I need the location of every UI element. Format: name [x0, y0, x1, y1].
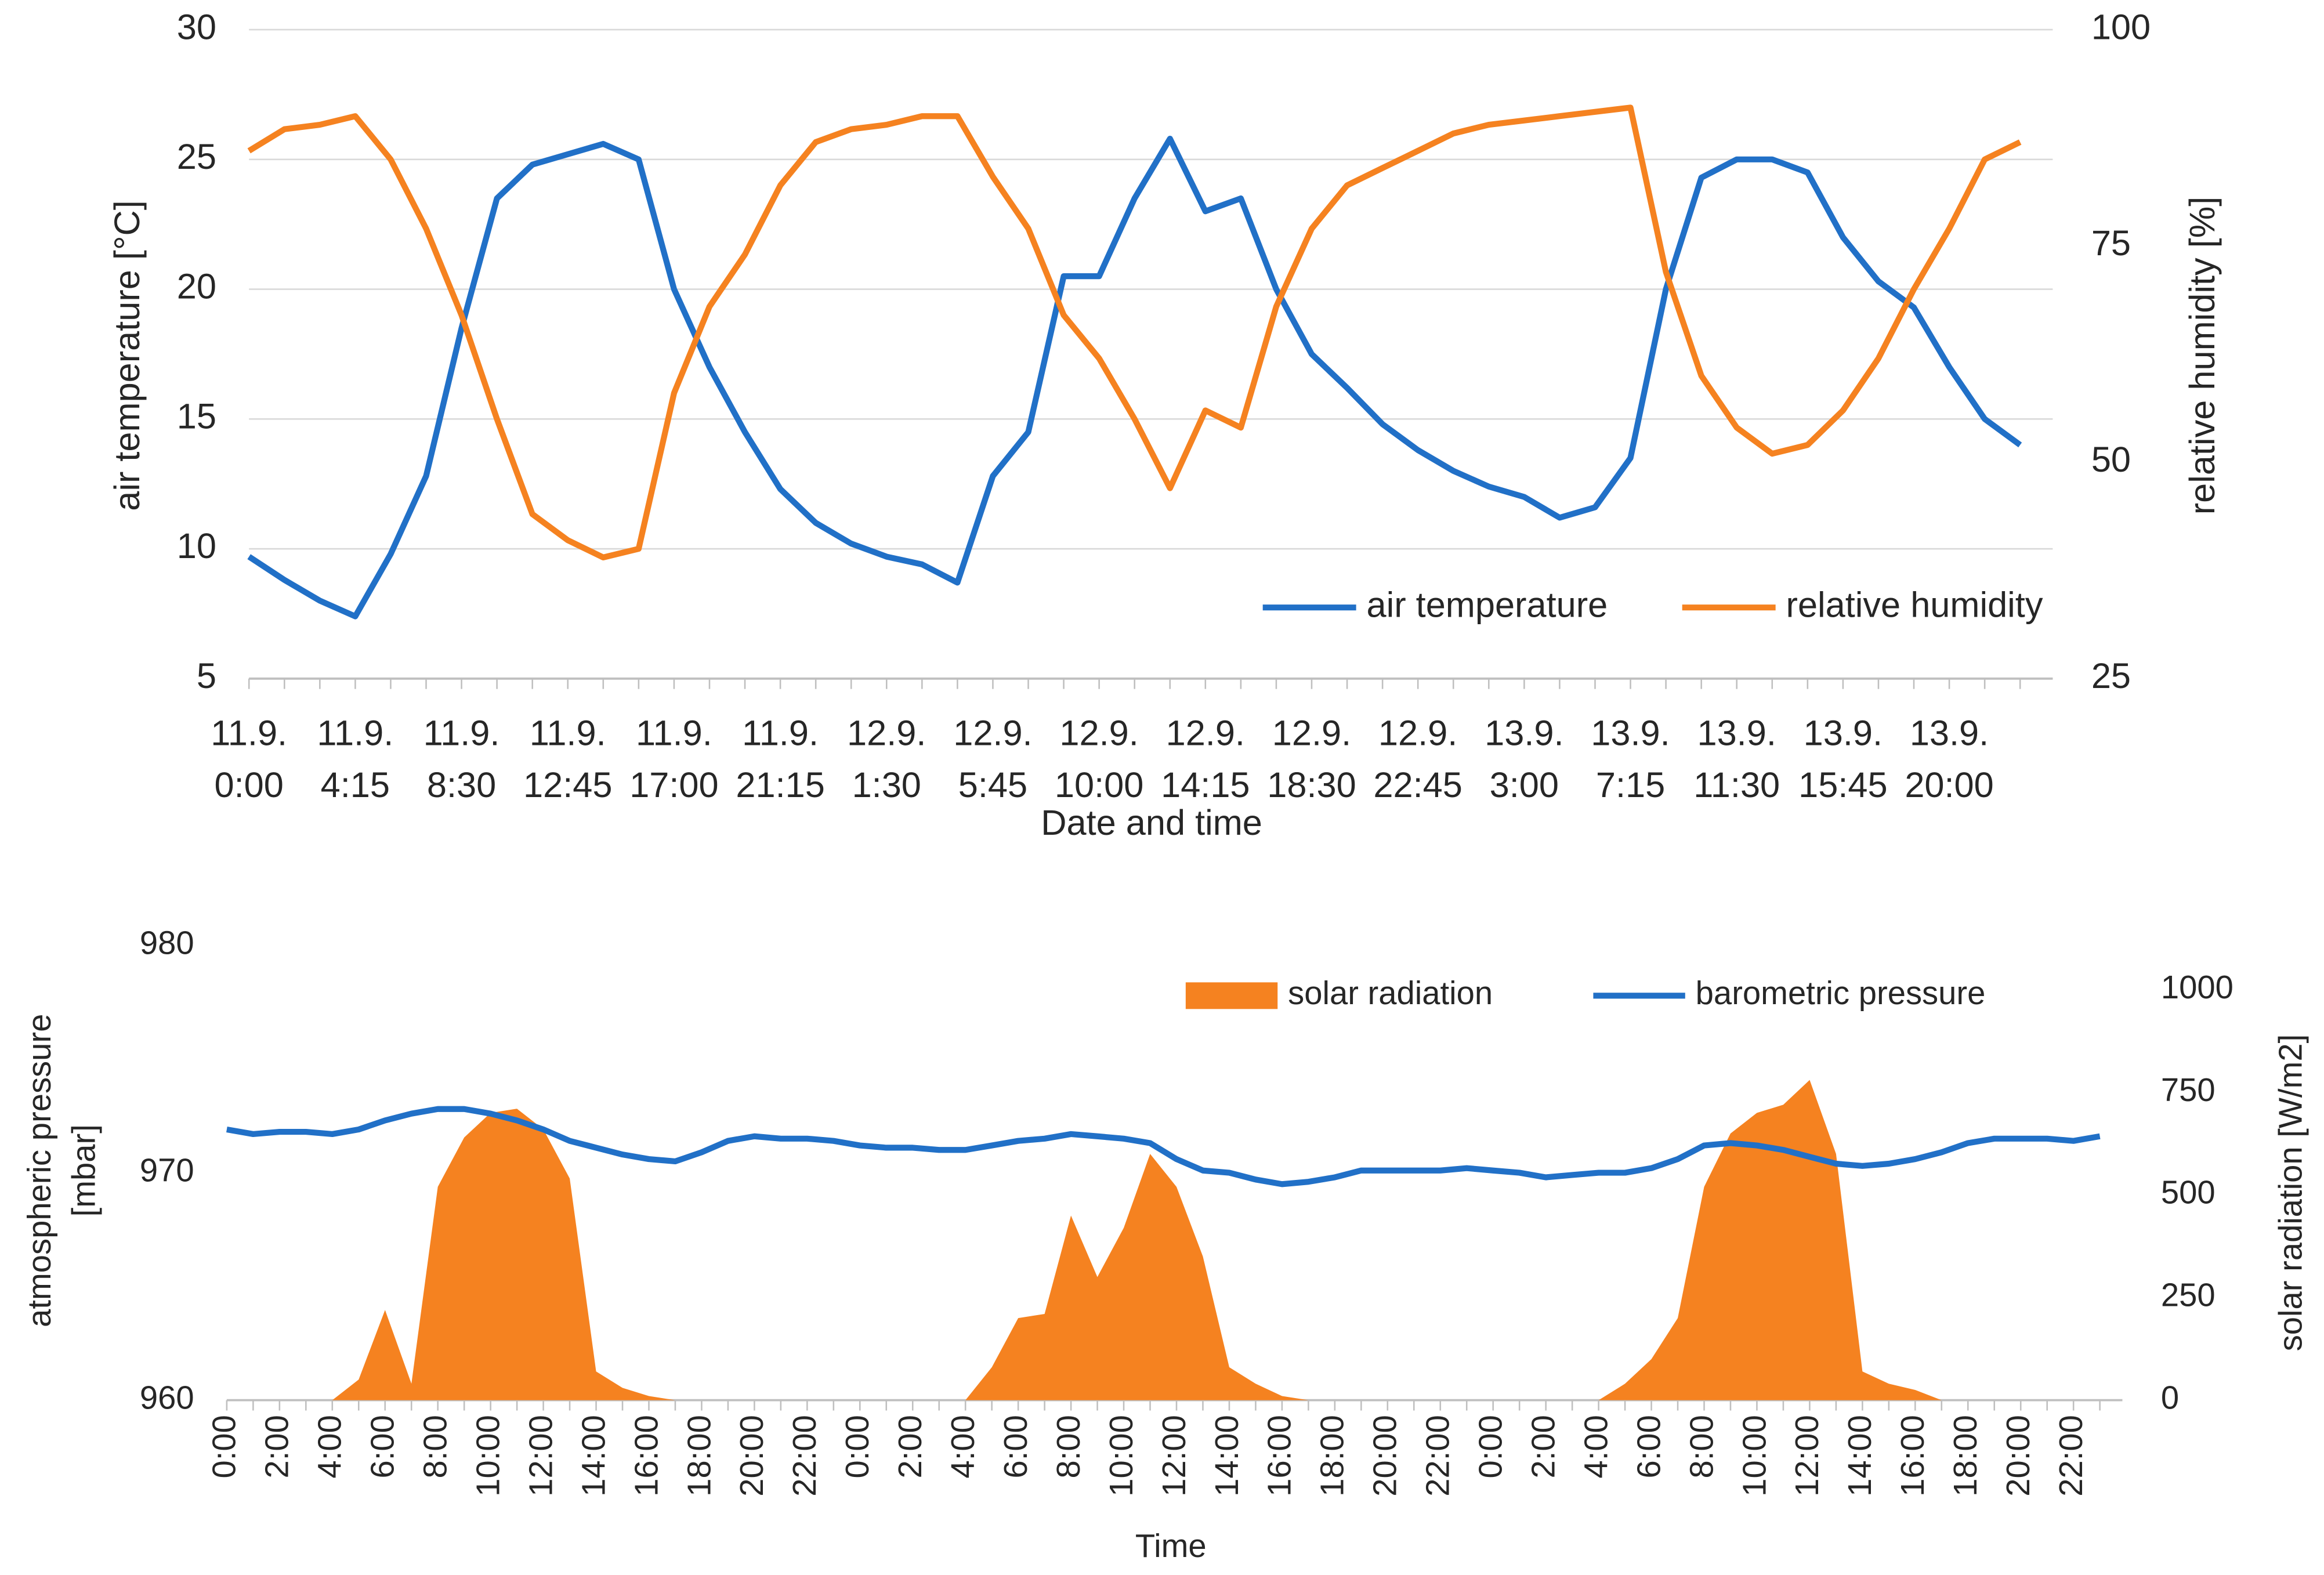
y2-tick-label: 0 — [2161, 1379, 2179, 1415]
x-tick-label: 10:00 — [1736, 1415, 1772, 1497]
y-axis-title: relative humidity [%] — [2183, 196, 2224, 515]
y-tick-label: 20 — [177, 267, 216, 306]
x-tick-label: 10:00 — [1103, 1415, 1139, 1497]
x-tick-label: 6:00 — [997, 1415, 1034, 1478]
x-tick-label: 16:00 — [1261, 1415, 1298, 1497]
area — [226, 1080, 2100, 1400]
y-tick-label: 5 — [197, 656, 216, 696]
x-axis-title: Time — [1135, 1527, 1207, 1564]
y-tick-label: 15 — [177, 396, 216, 436]
x-tick-label: 12.9. 14:15 — [1161, 714, 1250, 806]
y-tick-label: 960 — [140, 1379, 194, 1415]
x-tick-label: 12.9. 22:45 — [1373, 714, 1463, 806]
y-tick-label: 970 — [140, 1152, 194, 1188]
y-tick-label: 10 — [177, 526, 216, 566]
x-tick-label: 8:00 — [417, 1415, 454, 1478]
x-tick-label: 20:00 — [1367, 1415, 1403, 1497]
x-tick-label: 12:00 — [1789, 1415, 1825, 1497]
x-tick-label: 14:00 — [1841, 1415, 1878, 1497]
x-tick-label: 13.9. 3:00 — [1485, 714, 1564, 806]
x-tick-label: 8:00 — [1683, 1415, 1720, 1478]
x-tick-label: 2:00 — [892, 1415, 928, 1478]
x-tick-label: 18:00 — [1947, 1415, 1983, 1497]
x-tick-label: 12:00 — [1156, 1415, 1192, 1497]
x-tick-label: 13.9. 7:15 — [1591, 714, 1670, 806]
x-tick-label: 12.9. 10:00 — [1054, 714, 1144, 806]
x-tick-label: 14:00 — [575, 1415, 611, 1497]
legend-label: solar radiation — [1288, 975, 1493, 1011]
x-tick-label: 4:00 — [312, 1415, 348, 1478]
x-tick-label: 2:00 — [1525, 1415, 1561, 1478]
x-tick-label: 16:00 — [1894, 1415, 1931, 1497]
x-tick-label: 0:00 — [1472, 1415, 1509, 1478]
y-tick-label: 30 — [177, 7, 216, 46]
x-tick-label: 14:00 — [1208, 1415, 1245, 1497]
x-tick-label: 13.9. 15:45 — [1798, 714, 1888, 806]
x-tick-label: 4:00 — [1577, 1415, 1614, 1478]
x-tick-label: 20:00 — [2000, 1415, 2036, 1497]
y2-tick-label: 250 — [2161, 1277, 2216, 1313]
x-tick-label: 22:00 — [1420, 1415, 1456, 1497]
x-tick-label: 18:00 — [1314, 1415, 1351, 1497]
x-tick-label: 13.9. 11:30 — [1693, 714, 1780, 806]
x-tick-label: 11.9. 0:00 — [211, 714, 288, 806]
x-tick-label: 11.9. 4:15 — [317, 714, 394, 806]
y2-tick-label: 50 — [2091, 440, 2131, 479]
legend-label: relative humidity — [1786, 585, 2043, 624]
y2-tick-label: 25 — [2091, 656, 2131, 696]
x-tick-label: 22:00 — [786, 1415, 823, 1497]
x-tick-label: 10:00 — [469, 1415, 506, 1497]
x-tick-label: 12.9. 1:30 — [847, 714, 926, 806]
y2-tick-label: 750 — [2161, 1071, 2216, 1108]
y-axis-title: atmospheric pressure [mbar] — [20, 1013, 103, 1327]
x-tick-label: 11.9. 17:00 — [629, 714, 719, 806]
line — [226, 1106, 2101, 1187]
y2-tick-label: 500 — [2161, 1174, 2216, 1211]
x-tick-label: 2:00 — [259, 1415, 295, 1478]
x-tick-label: 11.9. 12:45 — [523, 714, 613, 806]
x-tick-label: 11.9. 8:30 — [423, 714, 500, 806]
x-tick-label: 20:00 — [733, 1415, 770, 1497]
y-axis-title: air temperature [°C] — [108, 200, 149, 511]
x-tick-label: 11.9. 21:15 — [736, 714, 825, 806]
y2-tick-label: 1000 — [2161, 969, 2233, 1005]
x-tick-label: 16:00 — [628, 1415, 664, 1497]
x-tick-label: 4:00 — [944, 1415, 981, 1478]
x-tick-label: 12.9. 5:45 — [953, 714, 1033, 806]
legend-label: barometric pressure — [1696, 975, 1986, 1011]
y-axis-title: solar radiation [W/m2] — [2272, 1034, 2309, 1352]
x-tick-label: 0:00 — [839, 1415, 875, 1478]
line — [247, 135, 2022, 620]
x-axis-title: Date and time — [1041, 803, 1262, 842]
y-tick-label: 980 — [140, 924, 194, 961]
x-tick-label: 12.9. 18:30 — [1267, 714, 1356, 806]
y2-tick-label: 75 — [2091, 223, 2131, 263]
y-tick-label: 25 — [177, 137, 216, 176]
x-tick-label: 0:00 — [206, 1415, 242, 1478]
legend-label: air temperature — [1367, 585, 1608, 624]
x-tick-label: 8:00 — [1050, 1415, 1087, 1478]
x-tick-label: 13.9. 20:00 — [1905, 714, 1994, 806]
x-tick-label: 6:00 — [1630, 1415, 1667, 1478]
x-tick-label: 6:00 — [364, 1415, 401, 1478]
line — [247, 104, 2022, 560]
x-tick-label: 18:00 — [680, 1415, 717, 1497]
legend-swatch — [1185, 982, 1278, 1009]
x-tick-label: 22:00 — [2052, 1415, 2089, 1497]
y2-tick-label: 100 — [2091, 7, 2151, 46]
x-tick-label: 12:00 — [522, 1415, 559, 1497]
